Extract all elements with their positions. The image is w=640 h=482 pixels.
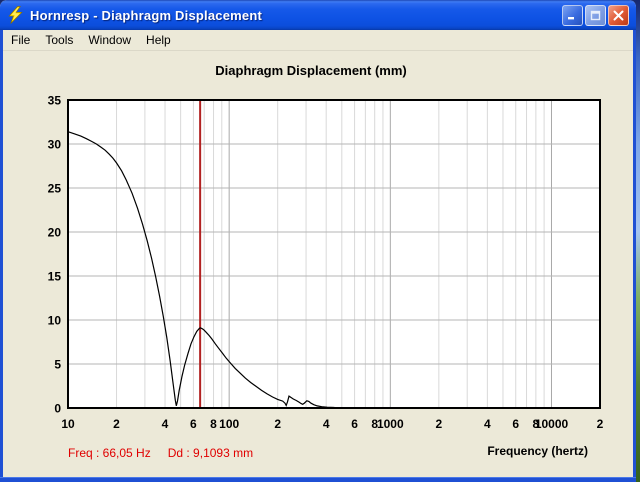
status-bar: Freq : 66,05 Hz Dd : 9,1093 mm [68,446,253,460]
plot-border [67,99,601,409]
title-bar[interactable]: Hornresp - Diaphragm Displacement [0,0,636,30]
window-controls [562,5,629,26]
chart-title: Diaphragm Displacement (mm) [215,63,407,78]
x-tick-label: 8 [210,417,217,431]
status-frequency: Freq : 66,05 Hz [68,446,151,460]
x-tick-label: 4 [162,417,169,431]
y-tick-label: 5 [54,358,61,372]
y-tick-label: 30 [48,138,62,152]
y-tick-label: 25 [48,182,62,196]
x-tick-label: 2 [113,417,120,431]
x-tick-label: 4 [323,417,330,431]
x-tick-label: 8 [533,417,540,431]
y-tick-label: 35 [48,94,62,108]
window-border-right [633,30,636,477]
x-tick-label: 2 [435,417,442,431]
x-tick-label: 6 [190,417,197,431]
menu-bar: File Tools Window Help [3,30,633,51]
x-tick-label: 6 [351,417,358,431]
x-tick-label: 100 [219,417,239,431]
x-tick-label: 2 [597,417,604,431]
y-tick-label: 15 [48,270,62,284]
close-button[interactable] [608,5,629,26]
plot-area[interactable] [68,100,600,408]
y-tick-label: 10 [48,314,62,328]
x-tick-label: 10000 [535,417,569,431]
y-tick-label: 0 [54,402,61,416]
menu-window[interactable]: Window [88,33,132,47]
maximize-button[interactable] [585,5,606,26]
x-axis-title: Frequency (hertz) [487,444,588,458]
x-tick-label: 6 [512,417,519,431]
window-title: Hornresp - Diaphragm Displacement [30,7,262,23]
lightning-bolt-icon [7,6,24,24]
status-displacement: Dd : 9,1093 mm [167,446,254,460]
x-tick-label: 1000 [377,417,404,431]
x-tick-label: 2 [274,417,281,431]
window-border-bottom[interactable] [0,477,636,482]
y-tick-label: 20 [48,226,62,240]
window-border-left [0,30,3,477]
x-tick-label: 10 [61,417,75,431]
x-tick-label: 4 [484,417,491,431]
menu-tools[interactable]: Tools [45,33,74,47]
menu-help[interactable]: Help [146,33,171,47]
menu-file[interactable]: File [11,33,31,47]
minimize-button[interactable] [562,5,583,26]
x-tick-label: 8 [371,417,378,431]
displacement-curve [67,131,380,409]
